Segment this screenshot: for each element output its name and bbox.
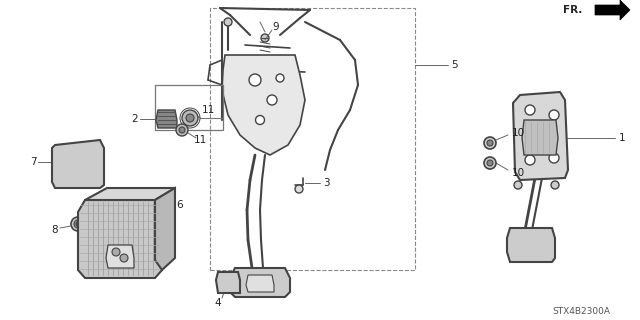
Circle shape bbox=[525, 155, 535, 165]
Polygon shape bbox=[106, 245, 134, 268]
Circle shape bbox=[514, 181, 522, 189]
Circle shape bbox=[276, 74, 284, 82]
Circle shape bbox=[261, 34, 269, 42]
Text: 10: 10 bbox=[512, 128, 525, 138]
Circle shape bbox=[525, 105, 535, 115]
Text: 10: 10 bbox=[512, 168, 525, 178]
Text: 11: 11 bbox=[193, 135, 207, 145]
Polygon shape bbox=[216, 272, 240, 293]
Circle shape bbox=[176, 124, 188, 136]
Polygon shape bbox=[78, 200, 162, 278]
Circle shape bbox=[487, 140, 493, 146]
Text: 5: 5 bbox=[451, 60, 458, 70]
Circle shape bbox=[71, 217, 85, 231]
Circle shape bbox=[112, 248, 120, 256]
Text: 1: 1 bbox=[619, 133, 625, 143]
Circle shape bbox=[549, 110, 559, 120]
Text: STX4B2300A: STX4B2300A bbox=[552, 308, 610, 316]
Circle shape bbox=[295, 185, 303, 193]
Circle shape bbox=[549, 153, 559, 163]
Circle shape bbox=[224, 18, 232, 26]
Circle shape bbox=[76, 222, 80, 226]
Circle shape bbox=[484, 157, 496, 169]
Polygon shape bbox=[230, 268, 290, 297]
Polygon shape bbox=[52, 140, 104, 188]
Text: 3: 3 bbox=[323, 178, 330, 188]
Circle shape bbox=[484, 137, 496, 149]
Text: 2: 2 bbox=[132, 114, 138, 124]
Circle shape bbox=[551, 181, 559, 189]
Text: FR.: FR. bbox=[563, 5, 582, 15]
Circle shape bbox=[120, 254, 128, 262]
Polygon shape bbox=[246, 275, 274, 292]
Bar bbox=[155, 85, 223, 130]
Circle shape bbox=[267, 95, 277, 105]
Text: 6: 6 bbox=[177, 200, 183, 210]
Polygon shape bbox=[85, 188, 175, 200]
Text: 7: 7 bbox=[29, 157, 36, 167]
Polygon shape bbox=[156, 110, 177, 128]
Circle shape bbox=[255, 116, 264, 124]
Circle shape bbox=[186, 114, 194, 122]
Circle shape bbox=[249, 74, 261, 86]
Text: 8: 8 bbox=[52, 225, 58, 235]
Polygon shape bbox=[513, 92, 568, 180]
Polygon shape bbox=[155, 188, 175, 270]
Polygon shape bbox=[522, 120, 558, 155]
Text: 11: 11 bbox=[202, 105, 214, 115]
Circle shape bbox=[182, 110, 198, 126]
Text: 9: 9 bbox=[273, 22, 279, 32]
Circle shape bbox=[487, 160, 493, 166]
Bar bbox=[210, 8, 415, 270]
Polygon shape bbox=[507, 228, 555, 262]
Circle shape bbox=[74, 220, 82, 228]
Polygon shape bbox=[222, 55, 305, 155]
Text: 4: 4 bbox=[214, 298, 221, 308]
Circle shape bbox=[179, 127, 185, 133]
Polygon shape bbox=[595, 0, 630, 20]
